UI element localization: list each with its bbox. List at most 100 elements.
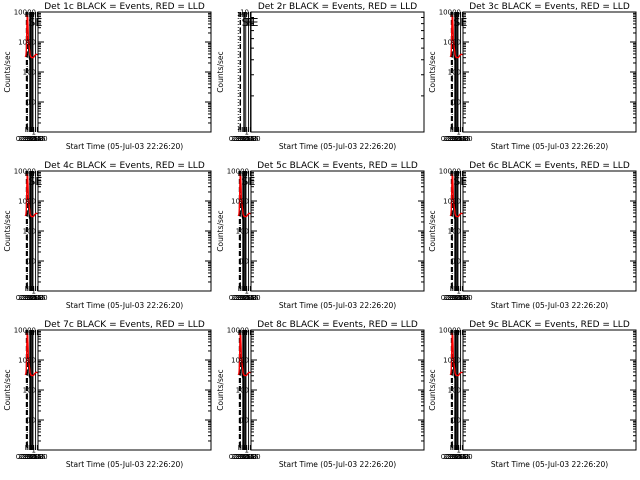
x-tick-label: 22:45 — [25, 294, 45, 302]
x-tick-label: 22:30 — [27, 453, 47, 461]
x-tick-label: 23:45 — [231, 135, 251, 143]
panel-title: Det 4c BLACK = Events, RED = LLD — [44, 161, 205, 171]
x-tick-label: 23:15 — [22, 294, 42, 302]
x-tick-label: 00:00 — [441, 294, 461, 302]
y-tick-label: 10 — [452, 258, 461, 266]
x-tick-label: 00:00 — [16, 294, 36, 302]
x-tick-label: 00:00 — [16, 453, 36, 461]
x-axis-label: Start Time (05-Jul-03 22:26:20) — [491, 301, 608, 310]
series-lld-line — [24, 332, 38, 377]
panel-7: Det 7c BLACK = Events, RED = LLD 1 10 100 10… — [3, 320, 212, 469]
y-tick-label: 10000 — [14, 168, 36, 176]
x-tick-label: 23:15 — [447, 135, 467, 143]
flag-label: F — [250, 16, 256, 29]
y-tick-label: 10 — [240, 417, 249, 425]
y-tick-label: 10000 — [227, 168, 249, 176]
x-tick-label: 23:30 — [445, 294, 465, 302]
x-tick-label: 22:30 — [240, 135, 260, 143]
x-tick-label: 22:30 — [452, 453, 472, 461]
flag-label: SE — [242, 16, 256, 29]
x-axis-label: Start Time (05-Jul-03 22:26:20) — [279, 142, 396, 151]
x-tick-label: 23:30 — [233, 294, 253, 302]
y-tick-label: 1000 — [18, 198, 36, 206]
y-tick-label: 100 — [448, 228, 461, 236]
y-axis-label: Counts/sec — [216, 210, 225, 251]
y-tick-label: 10000 — [439, 9, 461, 17]
panel-title: Det 5c BLACK = Events, RED = LLD — [257, 161, 418, 171]
x-tick-label: 23:30 — [20, 135, 40, 143]
y-tick-label: 1000 — [443, 198, 461, 206]
y-tick-label: 10000 — [14, 327, 36, 335]
x-tick-label: 23:00 — [449, 453, 469, 461]
y-tick-label: 10 — [27, 258, 36, 266]
y-tick-label: 10000 — [227, 327, 249, 335]
x-tick-label: 23:30 — [445, 135, 465, 143]
x-tick-label: 23:45 — [443, 294, 463, 302]
x-tick-label: 22:30 — [240, 294, 260, 302]
y-axis-label: Counts/sec — [428, 51, 437, 92]
panel-title: Det 6c BLACK = Events, RED = LLD — [469, 161, 630, 171]
x-tick-label: 23:00 — [237, 294, 257, 302]
y-axis-label: Counts/sec — [428, 210, 437, 251]
x-tick-label: 23:15 — [22, 135, 42, 143]
x-tick-label: 23:15 — [235, 453, 255, 461]
flag-label: F — [247, 16, 253, 29]
x-tick-label: 23:15 — [447, 453, 467, 461]
series-lld-line — [449, 332, 463, 377]
plot-frame — [250, 329, 425, 451]
y-axis-label: Counts/sec — [3, 210, 12, 251]
x-tick-label: 22:45 — [238, 453, 258, 461]
plot-frame — [37, 11, 212, 133]
y-tick-label: 1000 — [443, 357, 461, 365]
flag-label: FF — [245, 16, 258, 29]
y-tick-label: 10000 — [439, 168, 461, 176]
x-axis-label: Start Time (05-Jul-03 22:26:20) — [279, 460, 396, 469]
y-tick-label: 100 — [23, 69, 36, 77]
y-tick-label: 100 — [448, 387, 461, 395]
x-tick-label: 22:45 — [238, 294, 258, 302]
x-axis-label: Start Time (05-Jul-03 22:26:20) — [491, 460, 608, 469]
plot-frame — [37, 329, 212, 451]
x-tick-label: 23:45 — [231, 294, 251, 302]
y-tick-label: 1 — [245, 447, 249, 455]
plot-frame — [462, 170, 637, 292]
x-tick-label: 23:15 — [22, 453, 42, 461]
x-tick-label: 23:45 — [18, 453, 38, 461]
y-tick-label: 10000 — [14, 9, 36, 17]
y-axis-label: Counts/sec — [3, 51, 12, 92]
x-tick-label: 00:00 — [229, 294, 249, 302]
plot-frame — [250, 11, 425, 133]
x-tick-label: 22:30 — [27, 135, 47, 143]
y-tick-label: 10000 — [439, 327, 461, 335]
y-tick-label: 1000 — [443, 39, 461, 47]
x-tick-label: 23:15 — [235, 294, 255, 302]
x-axis-label: Start Time (05-Jul-03 22:26:20) — [66, 301, 183, 310]
x-tick-label: 23:00 — [24, 135, 44, 143]
x-tick-label: 23:00 — [237, 135, 257, 143]
y-tick-label: 1 — [32, 447, 36, 455]
x-tick-label: 00:00 — [441, 135, 461, 143]
x-tick-label: 22:45 — [25, 453, 45, 461]
x-tick-label: 00:00 — [16, 135, 36, 143]
plot-frame — [250, 170, 425, 292]
y-tick-label: 1000 — [18, 357, 36, 365]
x-tick-label: 23:00 — [24, 453, 44, 461]
series-lld-line — [449, 14, 463, 59]
x-tick-label: 22:45 — [25, 135, 45, 143]
panel-title: Det 2r BLACK = Events, RED = LLD — [258, 2, 417, 12]
x-tick-label: 23:30 — [233, 135, 253, 143]
y-tick-label: 1 — [32, 288, 36, 296]
flag-label: SE — [453, 16, 467, 29]
y-tick-label: 10 — [27, 99, 36, 107]
y-tick-label: 10 — [452, 417, 461, 425]
y-tick-label: 1000 — [231, 198, 249, 206]
panel-8: Det 8c BLACK = Events, RED = LLD 1 10 100 10… — [216, 320, 425, 469]
x-tick-label: 23:00 — [449, 294, 469, 302]
y-tick-label: 1 — [457, 288, 461, 296]
flag-label: SE — [28, 16, 42, 29]
plot-frame — [462, 11, 637, 133]
plot-frame — [462, 329, 637, 451]
